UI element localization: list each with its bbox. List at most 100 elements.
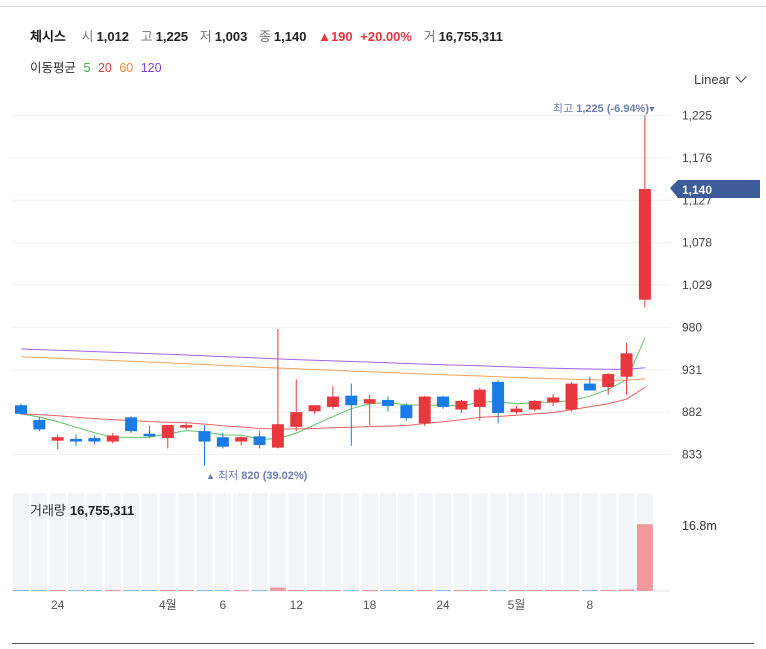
candle-body	[528, 400, 541, 410]
volume-column-bg	[196, 493, 213, 591]
candle	[125, 416, 138, 433]
volume-column-bg	[435, 493, 452, 591]
volume-label: 거	[423, 29, 436, 44]
high-annotation-value: 1,225 (-6.94%)	[576, 103, 649, 115]
candle-body	[620, 353, 633, 377]
volume-column-bg	[453, 493, 470, 591]
volume-bar	[545, 590, 562, 591]
volume-bar	[398, 590, 415, 591]
ma-20-label[interactable]: 20	[97, 61, 112, 75]
volume-bar	[196, 590, 213, 591]
date-axis: 24 4월 6 12 18 24 5월 8	[51, 598, 593, 612]
candle	[308, 405, 321, 414]
candle	[216, 432, 229, 449]
price-gridlines	[12, 115, 670, 455]
volume-bar	[288, 590, 305, 591]
candle	[143, 425, 156, 439]
candle-body	[106, 435, 119, 442]
volume-bar	[159, 590, 176, 591]
ma-60-label[interactable]: 60	[119, 61, 134, 75]
low-value: 1,003	[214, 29, 248, 44]
candle	[565, 381, 578, 412]
volume-bar	[178, 590, 195, 591]
volume-column-bg	[398, 493, 415, 591]
candle	[455, 400, 468, 413]
high-marker-icon: ▼	[648, 104, 657, 114]
volume-bar	[123, 590, 140, 591]
candle-body	[198, 431, 211, 442]
volume-column-bg	[159, 493, 176, 591]
volume-bar	[104, 590, 121, 591]
volume-column-bg	[545, 493, 562, 591]
volume-bar	[269, 587, 286, 591]
ma-120-label[interactable]: 120	[140, 61, 162, 75]
scale-mode-label: Linear	[694, 72, 731, 87]
volume-bar	[471, 590, 488, 591]
change-up-icon: ▲	[318, 29, 331, 44]
volume-column-bg	[269, 493, 286, 591]
candle	[106, 432, 119, 444]
volume-bar	[214, 590, 231, 591]
current-price-value: 1,140	[682, 183, 712, 197]
candle	[326, 386, 339, 410]
candle	[473, 387, 486, 421]
date-tick-label: 24	[436, 598, 450, 612]
volume-column-bg	[380, 493, 396, 591]
chart-annotations: 최고 1,225 (-6.94%) ▼ ▲ 최저 820 (39.02%)	[206, 102, 656, 482]
volume-panel-label: 거래량	[30, 503, 66, 518]
candle-body	[418, 396, 431, 424]
volume-column-bg	[141, 493, 158, 591]
volume-column-bg	[324, 493, 341, 591]
price-tick-label: 1,029	[682, 278, 712, 292]
date-tick-label: 5월	[508, 598, 526, 612]
volume-value: 16,755,311	[438, 29, 503, 44]
volume-panel-value: 16,755,311	[69, 503, 135, 518]
volume-bar	[141, 590, 158, 591]
price-tick-label: 931	[682, 363, 702, 377]
candle-body	[437, 396, 450, 407]
candle	[198, 425, 211, 466]
high-annotation: 최고 1,225 (-6.94%)	[553, 102, 649, 115]
top-divider	[0, 6, 766, 7]
date-tick-label: 4월	[159, 598, 177, 612]
moving-average-title: 이동평균	[30, 61, 77, 75]
volume-bar	[31, 590, 48, 591]
volume-column-bg	[508, 493, 525, 591]
ma-5-label[interactable]: 5	[83, 61, 91, 75]
date-tick-label: 8	[587, 598, 594, 612]
volume-bar	[416, 590, 433, 591]
candle	[437, 395, 450, 409]
date-tick-label: 6	[220, 598, 227, 612]
candle-body	[15, 405, 27, 414]
candle	[33, 417, 46, 432]
volume-bar	[435, 590, 452, 591]
moving-average-lines	[20, 337, 646, 440]
volume-bar	[563, 590, 580, 591]
volume-series	[13, 524, 653, 591]
volume-bar	[618, 589, 635, 591]
volume-bar	[86, 590, 103, 591]
low-marker-icon: ▲	[206, 471, 215, 481]
candle	[528, 400, 541, 412]
volume-column-bg	[581, 493, 598, 591]
volume-bar	[361, 590, 378, 591]
volume-column-bg	[416, 493, 433, 591]
candle	[510, 406, 523, 414]
volume-background-columns	[12, 493, 670, 592]
ma-60-line	[20, 356, 645, 381]
candle	[290, 379, 303, 432]
candle-body	[33, 419, 46, 430]
volume-column-bg	[123, 493, 140, 591]
date-tick-label: 12	[290, 598, 304, 612]
candle	[51, 434, 64, 450]
scale-mode-dropdown[interactable]: Linear	[694, 71, 747, 87]
volume-column-bg	[361, 493, 378, 591]
candle	[547, 393, 560, 407]
candle-body	[70, 438, 83, 442]
candle-body	[583, 383, 596, 391]
volume-bar	[581, 590, 598, 591]
price-tick-label: 1,225	[682, 109, 712, 123]
volume-column-bg	[563, 493, 580, 591]
